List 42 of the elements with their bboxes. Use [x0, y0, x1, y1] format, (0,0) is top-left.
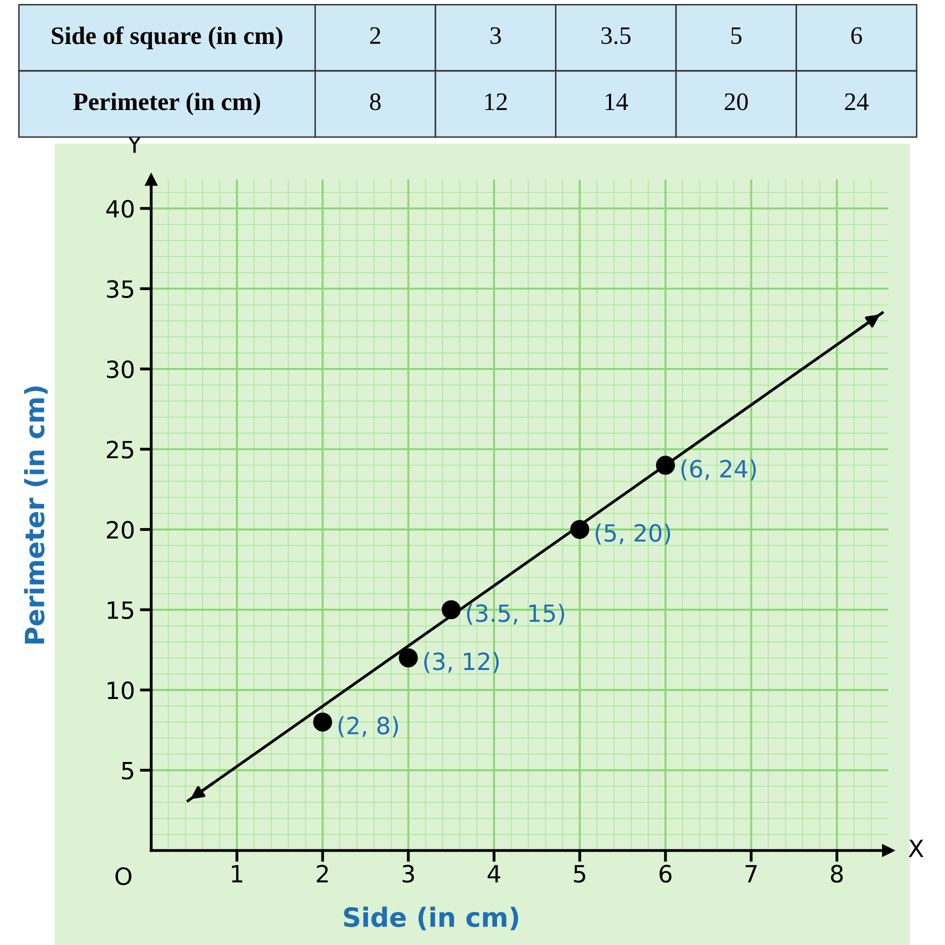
y-axis-title: Perimeter (in cm)	[24, 386, 48, 644]
point	[570, 520, 590, 539]
x-tick-label: 3	[402, 864, 414, 883]
data-label: (6, 24)	[681, 459, 756, 480]
text: 12	[485, 93, 507, 110]
text: Side of square (in cm)	[52, 26, 282, 50]
x-tick-label: 7	[746, 865, 757, 882]
y-tick-label: 30	[106, 360, 134, 378]
x-tick-label: 4	[488, 865, 500, 882]
text: O	[115, 867, 132, 886]
data-label: (3, 12)	[424, 652, 499, 674]
y-tick-label: 15	[108, 601, 134, 620]
x-tick-label: 6	[660, 864, 672, 883]
point	[656, 456, 675, 475]
text: 20	[724, 93, 748, 110]
data-label: (5, 20)	[596, 524, 670, 545]
x-axis-title: Side (in cm)	[344, 906, 518, 930]
text: 8	[370, 93, 381, 110]
text: 2	[370, 27, 380, 44]
text: 3.5	[601, 27, 631, 44]
y-tick-label: 40	[106, 200, 134, 218]
point	[313, 712, 332, 732]
x-tick-label: 5	[574, 865, 586, 883]
text: X	[908, 840, 924, 858]
text: 14	[606, 93, 628, 110]
x-tick-label: 8	[830, 864, 843, 883]
data-label: (3.5, 15)	[467, 604, 564, 625]
x-tick-label: 2	[316, 864, 328, 882]
data-label: (2, 8)	[338, 716, 398, 738]
text: 5	[731, 27, 742, 44]
y-tick-label: 20	[106, 520, 134, 539]
text: 3	[490, 27, 501, 44]
y-tick-label: 5	[122, 762, 134, 780]
y-tick-label: 10	[108, 681, 134, 700]
y-tick-label: 35	[106, 280, 134, 298]
point	[442, 600, 461, 620]
x-tick-label: 1	[232, 865, 242, 882]
text: 6	[851, 27, 862, 44]
text: 24	[845, 93, 869, 110]
point	[398, 648, 418, 668]
text: Perimeter (in cm)	[73, 92, 260, 116]
y-tick-label: 25	[106, 440, 134, 459]
